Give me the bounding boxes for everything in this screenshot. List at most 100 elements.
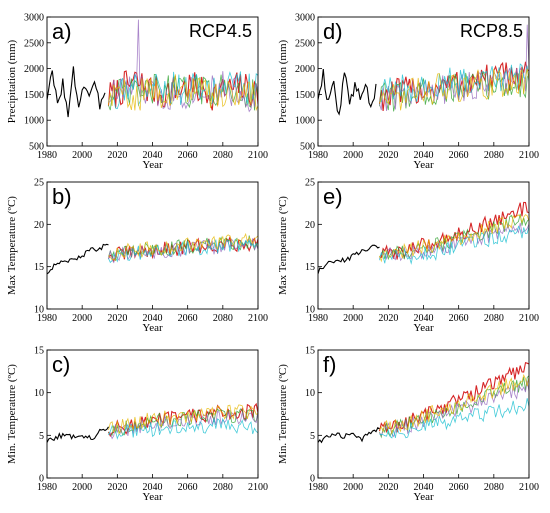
x-tick-label: 2060 [449,313,469,324]
projection-series-line [379,68,529,111]
x-tick-label: 2080 [213,482,233,493]
projection-series-line [108,71,258,110]
x-tick-label: 1980 [308,150,328,161]
x-tick-label: 2100 [248,150,268,161]
chart-panel: 1980 2000 2020 2040 2060 2080 2100 10 15 20 25 Year… [277,178,539,335]
projection-series-line [379,214,529,263]
x-tick-label: 2100 [248,313,268,324]
panel-label: e) [323,184,343,209]
y-tick-label: 15 [305,346,315,357]
x-tick-label: 2100 [519,313,539,324]
x-tick-label: 2040 [414,313,434,324]
chart-panel: 1980 2000 2020 2040 2060 2080 2100 500 1000 1500 2… [277,13,539,172]
y-tick-label: 10 [34,388,44,399]
x-tick-label: 2000 [72,313,92,324]
projection-series-line [379,225,529,265]
x-tick-label: 2000 [343,482,363,493]
x-tick-label: 2000 [343,150,363,161]
x-tick-label: 2060 [178,150,198,161]
y-axis-label: Max Temperature (ºC) [6,196,18,295]
x-tick-label: 1980 [37,482,57,493]
x-tick-label: 2080 [213,150,233,161]
chart-panel: 1980 2000 2020 2040 2060 2080 2100 500 1000 1500 2… [6,13,268,172]
series-group [318,24,529,116]
y-axis-label: Precipitation (mm) [6,39,18,123]
x-axis-label: Year [413,159,434,171]
x-axis-label: Year [413,322,434,334]
y-axis-label: Precipitation (mm) [277,39,289,123]
y-tick-label: 500 [29,142,44,153]
y-tick-label: 1500 [295,90,315,101]
y-tick-label: 1500 [24,90,44,101]
x-tick-label: 2020 [378,150,398,161]
observed-series-line [47,243,109,275]
x-tick-label: 2020 [378,482,398,493]
chart-panel: 1980 2000 2020 2040 2060 2080 2100 10 15 20 25 Year… [6,178,268,335]
y-tick-label: 2000 [295,64,315,75]
panel-label: f) [323,352,336,377]
x-tick-label: 2040 [414,482,434,493]
y-tick-label: 3000 [295,13,315,24]
y-tick-label: 2500 [295,38,315,49]
x-tick-label: 2040 [414,150,434,161]
y-axis-label: Max Temperature (ºC) [277,196,289,295]
x-tick-label: 2000 [72,482,92,493]
x-axis-label: Year [142,491,163,503]
x-tick-label: 2000 [72,150,92,161]
x-tick-label: 2040 [143,150,163,161]
x-tick-label: 2080 [213,313,233,324]
y-tick-label: 20 [305,220,315,231]
x-tick-label: 2020 [107,313,127,324]
x-tick-label: 2060 [178,482,198,493]
x-tick-label: 2040 [143,313,163,324]
x-tick-label: 1980 [308,482,328,493]
panel-label: c) [52,352,70,377]
y-tick-label: 15 [34,262,44,273]
y-tick-label: 15 [305,262,315,273]
x-tick-label: 2060 [449,482,469,493]
series-group [47,402,258,443]
observed-series-line [318,426,380,444]
y-tick-label: 0 [39,474,44,485]
projection-series-line [379,63,529,103]
panel-label: a) [52,19,72,44]
projection-series-line [108,417,258,440]
y-tick-label: 25 [34,178,44,189]
x-tick-label: 2080 [484,482,504,493]
x-tick-label: 1980 [308,313,328,324]
projection-series-line [379,373,529,435]
series-group [47,232,258,275]
x-tick-label: 2000 [343,313,363,324]
x-axis-label: Year [142,159,163,171]
x-tick-label: 1980 [37,150,57,161]
chart-panel: 1980 2000 2020 2040 2060 2080 2100 0 5 10 15 Year Mi… [277,346,539,504]
x-tick-label: 2060 [449,150,469,161]
y-tick-label: 10 [305,388,315,399]
y-tick-label: 3000 [24,13,44,24]
y-tick-label: 5 [39,431,44,442]
panel-label: d) [323,19,343,44]
x-tick-label: 2020 [107,150,127,161]
series-group [318,362,529,444]
x-tick-label: 2020 [107,482,127,493]
y-tick-label: 1000 [24,116,44,127]
scenario-label: RCP8.5 [460,21,523,41]
scenario-label: RCP4.5 [189,21,252,41]
y-tick-label: 10 [34,305,44,316]
y-tick-label: 1000 [295,116,315,127]
x-tick-label: 2080 [484,313,504,324]
x-tick-label: 2040 [143,482,163,493]
y-tick-label: 10 [305,305,315,316]
observed-series-line [47,66,106,118]
y-tick-label: 5 [310,431,315,442]
projection-series-line [108,232,258,261]
x-tick-label: 2100 [248,482,268,493]
y-tick-label: 2000 [24,64,44,75]
observed-series-line [47,426,109,443]
observed-series-line [318,69,377,116]
series-group [318,201,529,274]
series-group [47,19,258,118]
projection-series-line [108,410,258,440]
chart-panel: 1980 2000 2020 2040 2060 2080 2100 0 5 10 15 Year Mi… [6,346,268,504]
